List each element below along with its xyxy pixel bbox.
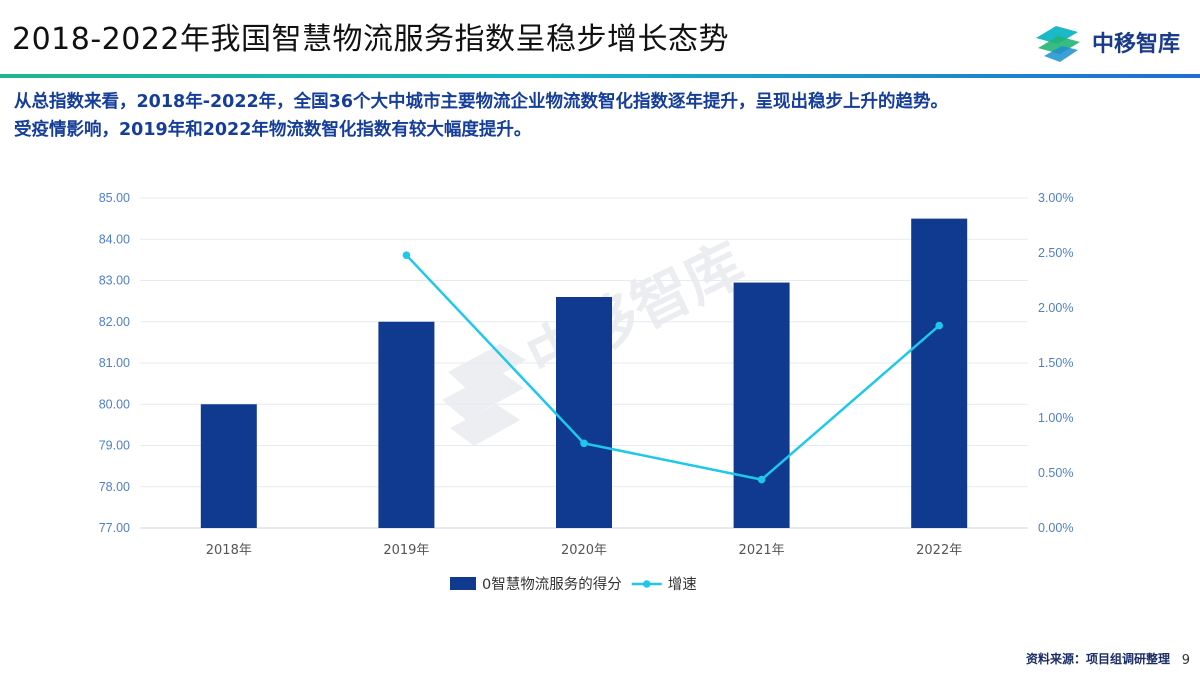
bar (200, 404, 257, 528)
brand-logo-icon (1035, 26, 1080, 62)
page-number: 9 (1181, 653, 1190, 668)
brand-logo-group: 中移智库 (1032, 18, 1180, 66)
title-divider (0, 74, 1200, 78)
x-tick-label: 2018年 (206, 543, 252, 558)
legend-swatch-marker (642, 580, 651, 588)
x-tick-label: 2020年 (561, 543, 607, 558)
brand-name: 中移智库 (1091, 32, 1180, 57)
bar (733, 282, 790, 528)
y-left-tick-label: 85.00 (99, 191, 130, 205)
y-left-tick-label: 84.00 (99, 232, 130, 246)
x-tick-label: 2022年 (916, 543, 962, 558)
x-tick-label: 2019年 (383, 543, 429, 558)
legend-label-bar: 0智慧物流服务的得分 (482, 576, 622, 593)
y-left-tick-label: 81.00 (99, 356, 130, 370)
y-left-tick-label: 79.00 (99, 439, 130, 453)
y-right-tick-label: 1.00% (1038, 411, 1073, 425)
line-point (757, 475, 766, 484)
y-right-tick-label: 0.50% (1038, 466, 1073, 480)
line-point (580, 439, 588, 448)
summary-line-1: 从总指数来看，2018年-2022年，全国36个大中城市主要物流企业物流数智化指… (14, 92, 949, 112)
bar (378, 321, 435, 528)
legend-swatch-bar (450, 577, 476, 590)
source-note: 资料来源：项目组调研整理 (1025, 652, 1170, 666)
page-title: 2018-2022年我国智慧物流服务指数呈稳步增长态势 (12, 22, 730, 57)
y-left-tick-label: 83.00 (99, 274, 130, 288)
line-point (935, 321, 943, 330)
y-left-tick-label: 77.00 (99, 521, 130, 535)
series-line-growth (405, 254, 941, 481)
x-tick-label: 2021年 (739, 543, 785, 558)
y-right-tick-label: 3.00% (1038, 191, 1073, 205)
line-point (402, 251, 411, 259)
watermark-text: 中移智库 (516, 230, 754, 393)
summary-line-2: 受疫情影响，2019年和2022年物流数智化指数有较大幅度提升。 (14, 120, 532, 140)
summary-text: 从总指数来看，2018年-2022年，全国36个大中城市主要物流企业物流数智化指… (14, 88, 1194, 144)
y-right-tick-label: 2.50% (1038, 246, 1073, 260)
legend-label-line: 增速 (668, 576, 697, 593)
y-right-tick-label: 1.50% (1038, 356, 1073, 370)
bar (556, 297, 612, 528)
y-right-tick-label: 0.00% (1038, 521, 1073, 535)
y-left-tick-label: 82.00 (99, 315, 130, 329)
y-left-tick-label: 80.00 (99, 397, 130, 411)
bar (911, 218, 968, 528)
y-right-tick-label: 2.00% (1038, 301, 1073, 315)
watermark-logo-icon (442, 344, 526, 446)
y-left-tick-label: 78.00 (99, 480, 130, 494)
